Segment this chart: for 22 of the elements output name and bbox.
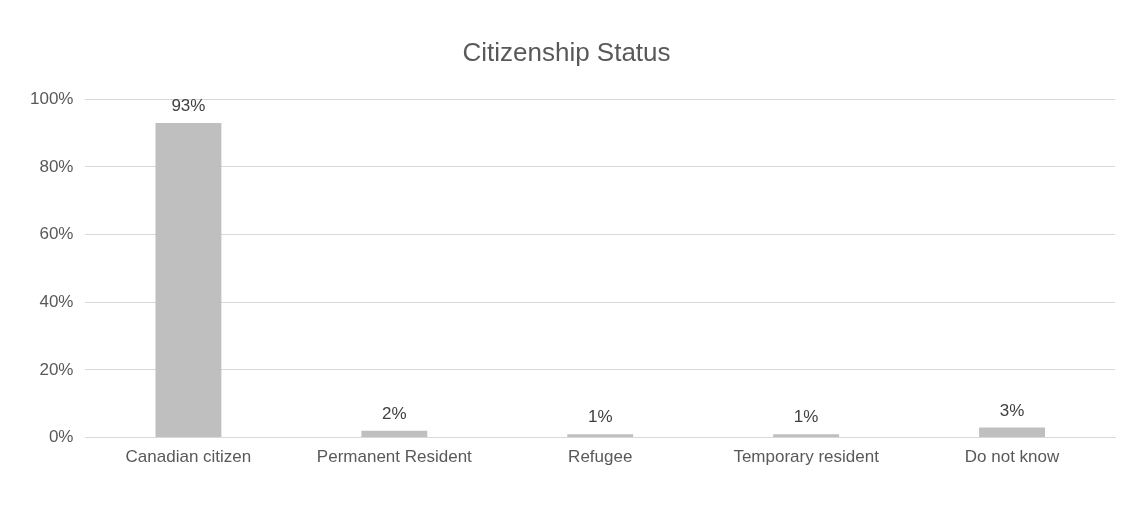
y-tick-label: 60% [39,224,74,244]
data-label: 3% [999,400,1025,420]
data-label: 1% [793,407,819,427]
x-tick-label: Canadian citizen [125,447,252,467]
bar [567,434,634,438]
y-tick-label: 40% [39,291,74,311]
x-tick-label: Do not know [964,447,1061,467]
bar [979,427,1045,438]
x-tick-label: Permanent Resident [316,447,473,467]
x-tick-label: Refugee [568,447,633,467]
x-tick-label: Temporary resident [733,447,880,467]
data-label: 93% [171,96,206,116]
bar [773,434,840,438]
bar [155,122,222,438]
y-tick-label: 20% [39,359,74,379]
data-label: 2% [382,404,407,424]
y-tick-label: 0% [48,427,74,447]
chart-title: Citizenship Status [462,36,671,67]
data-label: 1% [587,407,613,427]
y-tick-label: 80% [39,156,74,176]
y-tick-label: 100% [30,88,74,108]
bar [361,430,428,438]
